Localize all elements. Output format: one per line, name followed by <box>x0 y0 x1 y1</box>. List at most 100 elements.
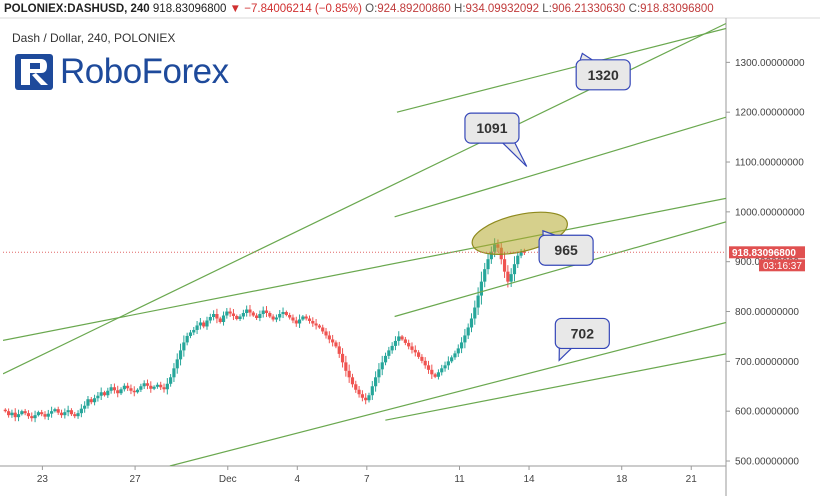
candle-body <box>96 395 100 399</box>
candle-body <box>142 383 146 387</box>
countdown-tag <box>759 259 805 272</box>
candle-body <box>221 315 226 322</box>
candle-body <box>377 369 381 378</box>
x-tick-label: 14 <box>523 474 535 485</box>
candle-body <box>215 314 219 319</box>
candle-body <box>522 251 526 253</box>
y-tick-label: 700.00000000 <box>735 357 799 368</box>
x-tick-label: 11 <box>454 474 465 485</box>
callout-label: 965 <box>554 242 578 258</box>
candle-body <box>426 365 431 370</box>
trend-line[interactable] <box>3 197 726 342</box>
candle-body <box>370 386 374 396</box>
candle-body <box>281 312 285 315</box>
candle-body <box>268 313 272 317</box>
low-value: 906.21330630 <box>551 3 626 15</box>
candle-body <box>327 335 331 340</box>
trend-line[interactable] <box>394 221 726 318</box>
change-value: −7.84006214 (−0.85%) <box>244 3 362 15</box>
candle-body <box>483 269 487 282</box>
y-tick-label: 800.00000000 <box>735 307 799 318</box>
candle-body <box>364 397 368 401</box>
candle-body <box>7 411 11 416</box>
candle-body <box>99 392 103 396</box>
y-tick-label: 600.00000000 <box>735 407 799 418</box>
candle-body <box>387 350 391 356</box>
callout-box[interactable] <box>575 59 631 91</box>
candle-body <box>13 412 17 418</box>
open-value: 924.89200860 <box>377 3 451 15</box>
chart-subtitle: Dash / Dollar, 240, POLONIEX <box>12 31 176 45</box>
x-tick-label: 23 <box>37 474 49 485</box>
callout-label: 702 <box>571 325 595 341</box>
candle-body <box>159 384 163 388</box>
candle-body <box>261 310 265 315</box>
candle-body <box>10 412 14 416</box>
candle-body <box>486 259 490 270</box>
candle-body <box>357 389 361 395</box>
close-label: C: <box>628 3 641 15</box>
candle-body <box>145 383 150 386</box>
candle-body <box>23 411 27 414</box>
candle-body <box>139 386 143 390</box>
trend-line[interactable] <box>394 116 726 218</box>
candle-body <box>202 322 206 327</box>
candle-body <box>443 365 447 369</box>
countdown-label: 03:16:37 <box>763 261 802 272</box>
last-price-tag <box>729 246 805 259</box>
candle-body <box>112 387 117 391</box>
candle-body <box>334 342 338 347</box>
candle-body <box>307 318 312 321</box>
candle-body <box>63 412 67 416</box>
candle-body <box>235 316 239 319</box>
candle-body <box>407 342 411 347</box>
candle-body <box>182 342 186 351</box>
callout-pointer <box>558 348 572 362</box>
candle-body <box>440 368 444 373</box>
candle-body <box>459 342 464 349</box>
trend-line[interactable] <box>169 321 726 466</box>
high-label: H: <box>454 3 466 15</box>
callout-pointer <box>502 142 528 167</box>
callout-label: 1320 <box>588 67 619 83</box>
x-tick-label: 18 <box>616 474 628 485</box>
candle-body <box>106 390 110 396</box>
candle-body <box>311 320 315 324</box>
candle-body <box>79 408 83 414</box>
logo-mark-icon <box>15 54 53 90</box>
candle-body <box>297 319 302 324</box>
candle-body <box>354 384 358 390</box>
callout-box[interactable] <box>538 234 594 266</box>
candle-body <box>288 315 292 318</box>
candle-body <box>238 316 242 319</box>
callout-box[interactable] <box>464 112 520 144</box>
candle-body <box>278 314 282 318</box>
candle-body <box>291 317 295 321</box>
candle-body <box>321 327 325 332</box>
candle-body <box>132 390 136 393</box>
candle-body <box>109 387 113 391</box>
candle-body <box>175 359 179 369</box>
candle-body <box>185 335 189 343</box>
candle-body <box>195 325 199 330</box>
callout-label: 1091 <box>476 120 507 136</box>
candle-body <box>86 399 90 406</box>
candle-body <box>205 320 209 327</box>
candle-body <box>188 332 193 336</box>
symbol-label[interactable]: POLONIEX:DASHUSD, 240 <box>4 3 150 15</box>
candle-body <box>178 350 183 360</box>
trend-line[interactable] <box>385 353 726 421</box>
candle-body <box>73 414 77 417</box>
callout-box[interactable] <box>554 317 610 350</box>
candle-body <box>152 386 156 389</box>
candle-body <box>102 392 107 396</box>
callout-pointer <box>542 229 556 236</box>
callout-pointer <box>579 52 593 61</box>
candle-body <box>40 412 44 415</box>
trend-line[interactable] <box>396 27 726 113</box>
candle-body <box>284 312 288 316</box>
candle-body <box>340 353 345 363</box>
candle-body <box>56 409 60 413</box>
x-tick-label: 7 <box>364 474 370 485</box>
